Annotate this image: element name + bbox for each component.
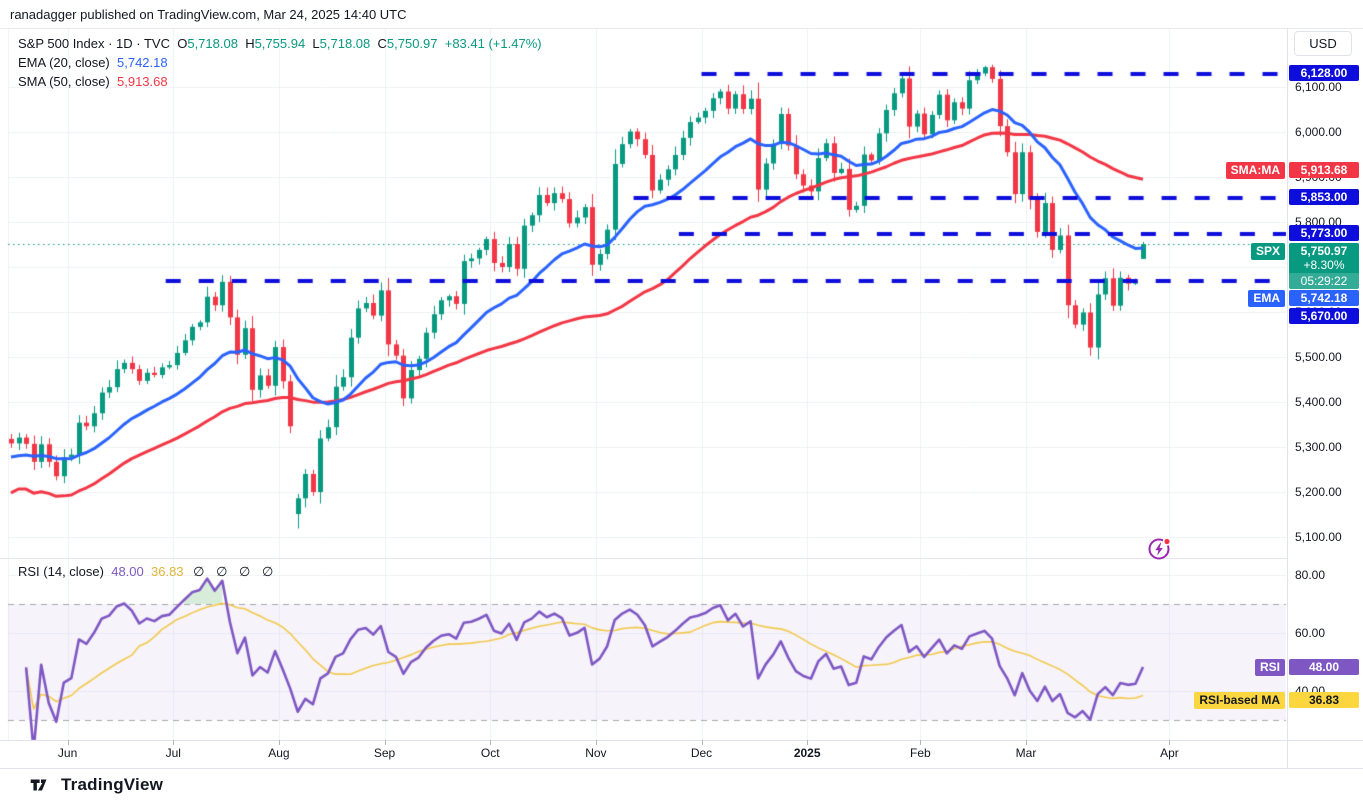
footer-bar: TradingView bbox=[0, 769, 1363, 801]
spx-axis-badge: SPX 5,750.97 +8.30% 05:29:22 bbox=[1250, 243, 1359, 289]
rsi-ma-badge-label: RSI-based MA bbox=[1194, 692, 1285, 709]
ema-value: 5,742.18 bbox=[117, 55, 168, 70]
footer-border bbox=[0, 768, 1363, 769]
high-value: 5,755.94 bbox=[254, 36, 306, 51]
close-value: 5,750.97 bbox=[386, 36, 438, 51]
rsi-hidden-values: ∅ ∅ ∅ ∅ bbox=[193, 564, 274, 579]
change-value: +83.41 (+1.47%) bbox=[444, 36, 542, 51]
pane-divider bbox=[0, 558, 1287, 559]
price-tick-label: 6,000.00 bbox=[1295, 125, 1342, 139]
rsi-label: RSI (14, close) bbox=[18, 564, 104, 579]
time-axis-tick bbox=[385, 740, 386, 745]
currency-button[interactable]: USD bbox=[1294, 31, 1352, 56]
month-label-oct: Oct bbox=[480, 746, 500, 760]
time-axis-border bbox=[0, 740, 1363, 741]
price-tick-label: 5,300.00 bbox=[1295, 440, 1342, 454]
rsi-ma-value: 36.83 bbox=[151, 564, 184, 579]
rsi-axis-badge: RSI 48.00 bbox=[1254, 659, 1359, 676]
spx-change: +8.30% bbox=[1303, 258, 1345, 272]
sma-value: 5,913.68 bbox=[117, 74, 168, 89]
low-label: L bbox=[312, 36, 320, 51]
ema-axis-badge: EMA 5,742.18 bbox=[1248, 290, 1359, 307]
ema-legend-row[interactable]: EMA (20, close) 5,742.18 bbox=[18, 53, 542, 72]
close-label: C bbox=[377, 36, 387, 51]
time-axis-tick bbox=[68, 740, 69, 745]
price-tick-label: 6,100.00 bbox=[1295, 80, 1342, 94]
sma-axis-badge: SMA:MA 5,913.68 bbox=[1225, 162, 1359, 179]
level-badge-5670: 5,670.00 bbox=[1289, 308, 1359, 324]
sma-badge-label: SMA:MA bbox=[1225, 162, 1285, 179]
time-axis[interactable] bbox=[0, 741, 1287, 768]
rsi-tick-label: 80.00 bbox=[1295, 568, 1326, 582]
open-label: O bbox=[177, 36, 188, 51]
low-value: 5,718.08 bbox=[319, 36, 371, 51]
time-axis-tick bbox=[1026, 740, 1027, 745]
time-axis-tick bbox=[920, 740, 921, 745]
month-label-sep: Sep bbox=[373, 746, 396, 760]
sma-label: SMA (50, close) bbox=[18, 74, 110, 89]
open-value: 5,718.08 bbox=[187, 36, 238, 51]
rsi-value: 48.00 bbox=[111, 564, 144, 579]
level-badge-5773: 5,773.00 bbox=[1289, 225, 1359, 241]
spx-price: 5,750.97 bbox=[1300, 244, 1348, 258]
month-label-jul: Jul bbox=[165, 746, 181, 760]
price-scale-divider bbox=[1287, 28, 1288, 768]
level-badge-6128: 6,128.00 bbox=[1289, 65, 1359, 81]
time-axis-tick bbox=[596, 740, 597, 745]
rsi-ma-axis-badge: RSI-based MA 36.83 bbox=[1194, 692, 1359, 709]
month-label-dec: Dec bbox=[690, 746, 713, 760]
level-badge-5853: 5,853.00 bbox=[1289, 189, 1359, 205]
attribution-text: ranadagger published on TradingView.com,… bbox=[10, 7, 407, 22]
price-tick-label: 5,100.00 bbox=[1295, 530, 1342, 544]
rsi-tick-label: 60.00 bbox=[1295, 626, 1326, 640]
flash-refresh-icon[interactable] bbox=[1146, 536, 1172, 562]
sma-legend-row[interactable]: SMA (50, close) 5,913.68 bbox=[18, 72, 542, 91]
price-tick-label: 5,400.00 bbox=[1295, 395, 1342, 409]
price-tick-label: 5,500.00 bbox=[1295, 350, 1342, 364]
ema-badge-label: EMA bbox=[1248, 290, 1285, 307]
chart-top-border bbox=[0, 28, 1363, 29]
high-label: H bbox=[245, 36, 255, 51]
tradingview-brand-text[interactable]: TradingView bbox=[61, 775, 164, 794]
month-label-nov: Nov bbox=[585, 746, 607, 760]
time-axis-tick bbox=[173, 740, 174, 745]
symbol-legend-row[interactable]: S&P 500 Index · 1D · TVC O5,718.08 H5,75… bbox=[18, 34, 542, 53]
month-label-feb: Feb bbox=[910, 746, 931, 760]
time-axis-tick bbox=[490, 740, 491, 745]
month-label-2025: 2025 bbox=[793, 746, 821, 760]
tradingview-logo-icon[interactable] bbox=[30, 776, 52, 794]
month-label-mar: Mar bbox=[1015, 746, 1037, 760]
month-label-aug: Aug bbox=[268, 746, 290, 760]
month-label-jun: Jun bbox=[57, 746, 78, 760]
rsi-legend-row[interactable]: RSI (14, close) 48.00 36.83 ∅ ∅ ∅ ∅ bbox=[18, 564, 273, 580]
spx-countdown: 05:29:22 bbox=[1289, 273, 1359, 289]
price-tick-label: 5,200.00 bbox=[1295, 485, 1342, 499]
time-axis-tick bbox=[279, 740, 280, 745]
rsi-badge-label: RSI bbox=[1254, 659, 1285, 676]
time-axis-tick bbox=[1169, 740, 1170, 745]
time-axis-tick bbox=[702, 740, 703, 745]
symbol-title: S&P 500 Index · 1D · TVC bbox=[18, 36, 170, 51]
spx-badge-label: SPX bbox=[1250, 243, 1285, 260]
time-axis-tick bbox=[807, 740, 808, 745]
chart-legend: S&P 500 Index · 1D · TVC O5,718.08 H5,75… bbox=[18, 34, 542, 91]
ema-label: EMA (20, close) bbox=[18, 55, 110, 70]
month-label-apr: Apr bbox=[1160, 746, 1179, 760]
